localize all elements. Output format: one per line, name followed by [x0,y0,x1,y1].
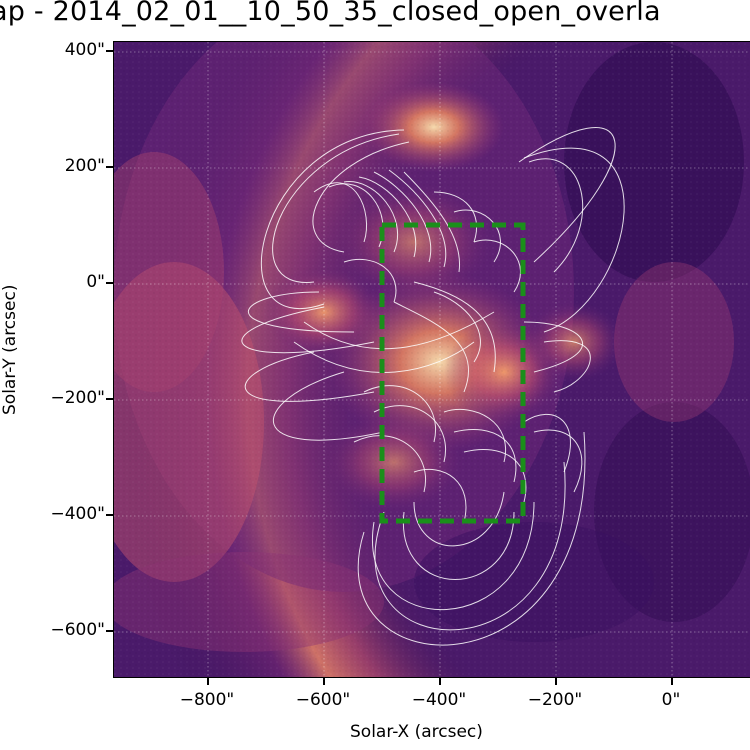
coronal-emission [114,42,750,677]
y-tick-mark [106,282,113,284]
y-tick-mark [106,166,113,168]
x-tick-mark [555,678,557,685]
x-tick-label: −600" [295,690,351,710]
figure-title: ap - 2014_02_01__10_50_35_closed_open_ov… [0,0,661,27]
x-tick-label: −800" [179,690,235,710]
x-tick-mark [439,678,441,685]
magnetic-field-lines [241,127,625,646]
x-axis-label: Solar-X (arcsec) [350,722,483,742]
x-tick-mark [323,678,325,685]
y-tick-mark [106,630,113,632]
region-box [379,222,526,524]
x-tick-mark [671,678,673,685]
solar-image-panel [113,41,750,678]
y-tick-mark [106,50,113,52]
x-tick-label: 0" [661,690,681,710]
y-tick-label: −200" [50,388,105,408]
x-tick-mark [207,678,209,685]
x-tick-label: −400" [411,690,467,710]
x-tick-label: −200" [527,690,583,710]
y-tick-label: 0" [86,272,105,292]
y-tick-label: −600" [50,620,105,640]
y-tick-label: −400" [50,504,105,524]
y-tick-mark [106,398,113,400]
y-tick-label: 200" [64,156,105,176]
solar-image [114,42,750,677]
y-tick-mark [106,514,113,516]
y-axis-label: Solar-Y (arcsec) [0,284,20,415]
y-tick-label: 400" [64,40,105,60]
